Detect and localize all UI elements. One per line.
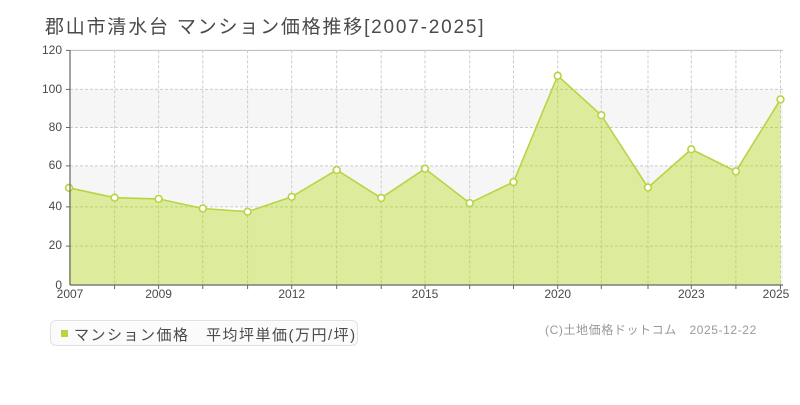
- svg-text:60: 60: [49, 158, 63, 172]
- svg-text:2020: 2020: [544, 287, 571, 301]
- svg-text:40: 40: [49, 199, 63, 213]
- svg-text:120: 120: [42, 43, 62, 57]
- svg-text:20: 20: [49, 238, 63, 252]
- svg-text:2025: 2025: [763, 287, 790, 301]
- svg-text:2023: 2023: [678, 287, 705, 301]
- svg-text:2015: 2015: [412, 287, 439, 301]
- svg-text:2009: 2009: [145, 287, 172, 301]
- svg-text:2007: 2007: [57, 287, 84, 301]
- svg-text:80: 80: [49, 120, 63, 134]
- svg-text:100: 100: [42, 82, 62, 96]
- svg-text:2012: 2012: [278, 287, 305, 301]
